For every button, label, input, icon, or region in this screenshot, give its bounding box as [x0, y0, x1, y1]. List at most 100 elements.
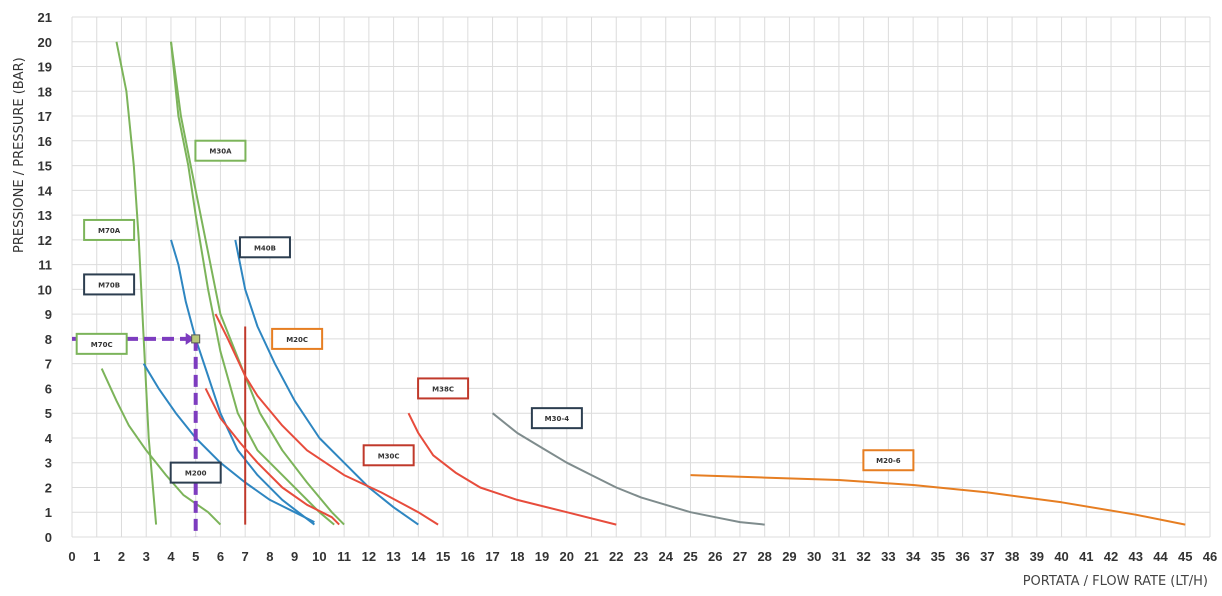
x-tick-label: 25 — [683, 549, 697, 564]
x-tick-label: 27 — [733, 549, 747, 564]
x-tick-label: 38 — [1005, 549, 1019, 564]
label-box — [83, 218, 136, 241]
x-tick-label: 15 — [436, 549, 450, 564]
y-axis-title: PRESSIONE / PRESSURE (BAR) — [12, 57, 27, 253]
x-tick-label: 11 — [337, 549, 351, 564]
x-tick-label: 23 — [634, 549, 648, 564]
x-tick-label: 3 — [143, 549, 150, 564]
y-tick-label: 0 — [45, 530, 52, 545]
label-box — [83, 273, 136, 296]
x-tick-label: 16 — [461, 549, 475, 564]
y-tick-label: 3 — [45, 456, 52, 471]
x-tick-label: 4 — [167, 549, 175, 564]
label-box — [417, 377, 470, 400]
label-box — [238, 236, 291, 259]
label-box — [271, 327, 324, 350]
x-tick-label: 1 — [93, 549, 100, 564]
x-tick-label: 2 — [118, 549, 125, 564]
x-tick-label: 18 — [510, 549, 524, 564]
x-tick-label: 37 — [980, 549, 994, 564]
highlight-arrow-head — [185, 332, 195, 345]
x-tick-label: 46 — [1203, 549, 1217, 564]
x-tick-label: 22 — [609, 549, 623, 564]
x-tick-label: 40 — [1054, 549, 1068, 564]
label-box — [862, 449, 915, 472]
highlight-point-marker — [191, 334, 201, 344]
series-line-m20-6 — [690, 474, 1186, 526]
x-tick-label: 21 — [584, 549, 598, 564]
x-tick-label: 44 — [1153, 549, 1168, 564]
x-axis-title: PORTATA / FLOW RATE (LT/H) — [1022, 574, 1208, 589]
label-box — [362, 444, 415, 467]
series-line-m70c — [100, 368, 222, 526]
label-text: M40B — [254, 244, 276, 252]
label-text: M38C — [432, 385, 454, 393]
y-tick-label: 2 — [45, 480, 52, 495]
x-tick-label: 10 — [312, 549, 326, 564]
x-tick-label: 33 — [881, 549, 895, 564]
y-tick-label: 18 — [38, 84, 52, 99]
x-tick-label: 8 — [266, 549, 273, 564]
series-line-m30a — [170, 41, 335, 526]
label-box — [530, 407, 583, 430]
x-tick-label: 7 — [242, 549, 249, 564]
label-text: M30A — [209, 148, 232, 156]
y-tick-label: 12 — [38, 233, 52, 248]
x-tick-label: 6 — [217, 549, 224, 564]
y-tick-label: 8 — [45, 332, 52, 347]
x-tick-label: 0 — [68, 549, 75, 564]
x-tick-label: 12 — [362, 549, 376, 564]
data-series — [100, 41, 1186, 526]
x-tick-label: 9 — [291, 549, 298, 564]
y-tick-label: 6 — [45, 381, 52, 396]
x-tick-label: 19 — [535, 549, 549, 564]
y-tick-label: 9 — [45, 307, 52, 322]
x-tick-label: 26 — [708, 549, 722, 564]
series-line-m30b — [142, 363, 315, 523]
x-tick-label: 14 — [411, 549, 426, 564]
x-tick-label: 5 — [192, 549, 199, 564]
series-line-m20c — [214, 313, 439, 526]
y-tick-label: 16 — [38, 134, 52, 149]
label-text: M200 — [185, 470, 207, 478]
y-tick-label: 1 — [45, 505, 52, 520]
label-box — [169, 461, 222, 484]
x-tick-label: 35 — [931, 549, 945, 564]
y-tick-label: 21 — [38, 10, 52, 25]
label-text: M70A — [98, 227, 121, 235]
x-tick-label: 41 — [1079, 549, 1093, 564]
y-tick-label: 7 — [45, 357, 52, 372]
x-tick-label: 29 — [782, 549, 796, 564]
x-tick-label: 30 — [807, 549, 821, 564]
label-text: M70C — [91, 341, 113, 349]
y-tick-label: 14 — [38, 183, 53, 198]
x-tick-labels: 0 1 2 3 4 5 6 7 8 9 10 11 12 13 14 15 16 17 18 19 20 21 22 23 24… — [68, 549, 1217, 564]
y-tick-label: 20 — [38, 35, 52, 50]
x-tick-label: 24 — [659, 549, 674, 564]
x-tick-label: 17 — [485, 549, 499, 564]
label-text: M20-6 — [876, 457, 901, 465]
label-box — [194, 139, 247, 162]
x-tick-label: 36 — [955, 549, 969, 564]
y-tick-label: 17 — [38, 109, 52, 124]
series-labels: M70A M30A M70B M40B M70C M20C M30C M38C M30-4 M20… — [75, 139, 915, 484]
y-tick-label: 19 — [38, 60, 52, 75]
x-tick-label: 34 — [906, 549, 921, 564]
x-tick-label: 45 — [1178, 549, 1192, 564]
x-tick-label: 13 — [386, 549, 400, 564]
series-line-m40b — [234, 239, 419, 526]
x-tick-label: 39 — [1030, 549, 1044, 564]
x-tick-label: 42 — [1104, 549, 1118, 564]
x-tick-label: 20 — [560, 549, 574, 564]
series-line-m38c — [407, 412, 617, 526]
series-line-m30-4 — [491, 412, 765, 526]
label-text: M70B — [98, 281, 120, 289]
y-tick-label: 15 — [38, 159, 52, 174]
x-tick-label: 32 — [856, 549, 870, 564]
y-tick-label: 4 — [45, 431, 53, 446]
y-tick-label: 5 — [45, 406, 52, 421]
label-box — [75, 332, 128, 355]
label-text: M20C — [286, 336, 308, 344]
